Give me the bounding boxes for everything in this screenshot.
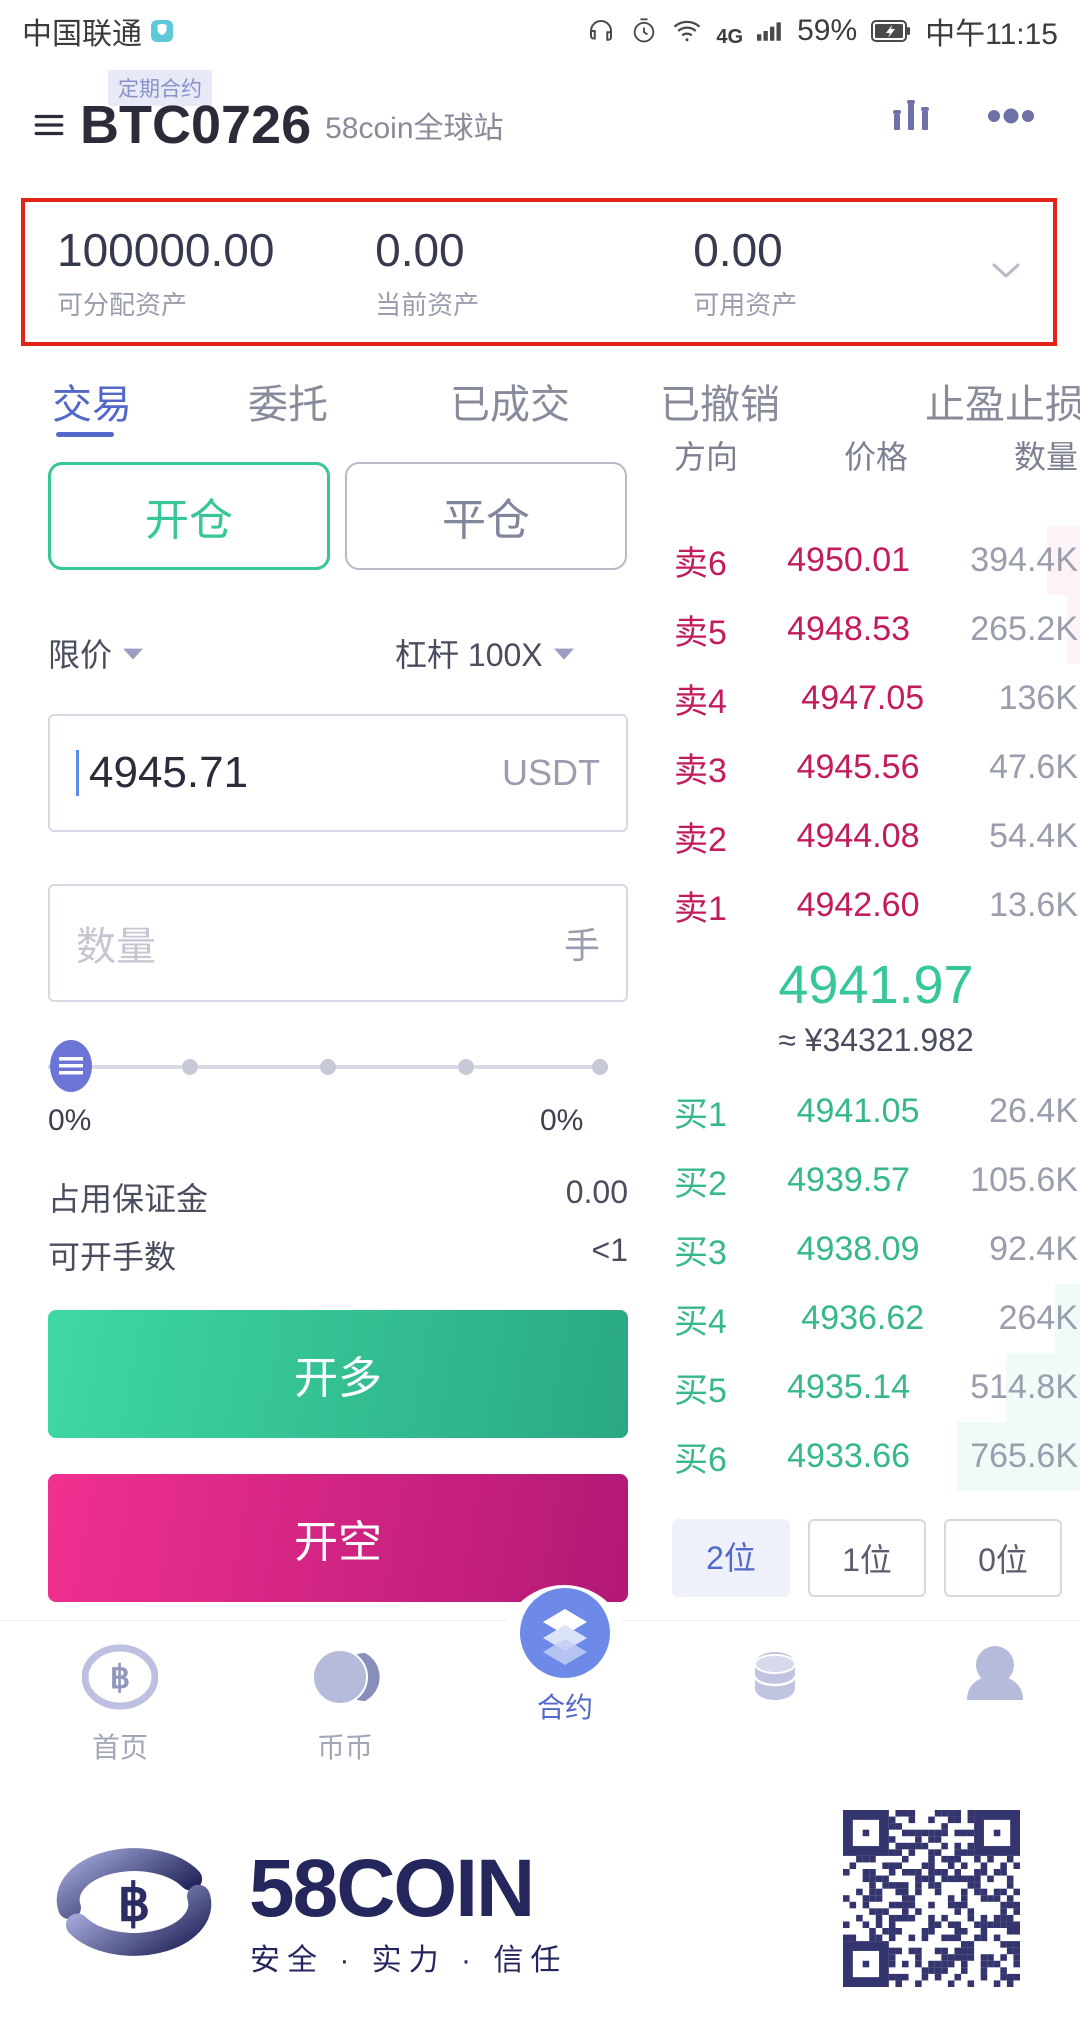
svg-text:฿: ฿ (110, 1659, 130, 1695)
svg-text:฿: ฿ (118, 1874, 151, 1932)
